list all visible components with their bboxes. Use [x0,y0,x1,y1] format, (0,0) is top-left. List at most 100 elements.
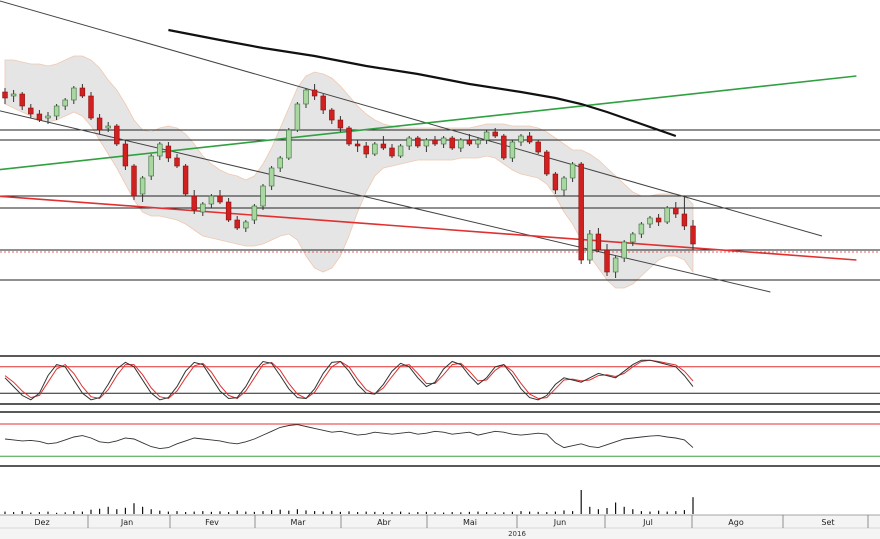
candle-body [174,157,180,167]
candle [311,84,318,100]
candle [165,142,172,162]
candle [337,116,344,132]
candle-body [148,155,154,177]
candle-body [208,195,215,205]
candle [561,176,567,196]
stochastic-panel [0,355,880,405]
candle-body [71,87,77,101]
stochastic-d-line [4,359,694,400]
candle-body [53,105,60,117]
candle [191,190,197,214]
candle [397,144,404,158]
candle [260,184,266,210]
candle-body [380,143,387,149]
candle-body [544,151,550,175]
x-tick-label: Set [821,518,834,527]
candle-body [621,241,627,259]
candle-body [501,135,507,159]
candle [612,256,619,278]
band-area [4,55,694,289]
candle-body [329,109,335,121]
candle [690,220,696,250]
candle [200,202,206,216]
candle [251,204,258,224]
candle-body [234,219,240,229]
candle [286,128,292,160]
candle-body [604,249,610,273]
year-label: 2016 [508,530,526,538]
candle-body [569,163,576,179]
momentum-panel [0,411,880,467]
candle [630,232,636,246]
candle [53,104,60,120]
candle [483,130,490,144]
candle-body [389,147,395,157]
candle [45,112,51,124]
candle-body [88,95,94,119]
candle [440,136,447,148]
candle-body [122,143,129,167]
candle [71,86,77,104]
candle-body [612,257,619,273]
candle [595,228,602,252]
candle-body [79,87,86,97]
candle-body [217,195,223,203]
candle [406,136,412,150]
candle [604,244,610,276]
candle-body [458,139,464,149]
candle-body [587,233,593,261]
candle [655,214,662,226]
candle [346,126,352,146]
momentum-line [4,424,694,450]
candle [268,166,275,190]
candle-body [157,143,163,157]
candle-body [225,201,232,221]
candle [157,142,163,160]
candle [217,190,223,204]
x-tick-label: Fev [205,518,219,527]
candle [225,198,232,222]
candle-body [268,167,275,187]
candle [62,98,68,110]
trend-line-support [0,195,857,261]
candle-body [681,213,688,227]
candle-body [492,131,498,137]
x-axis: Dez Jan Fev Mar Abr Mai Jun Jul Ago Set 2016 [0,514,880,539]
candle-body [96,117,103,131]
candle [492,128,498,138]
candle [303,88,309,108]
candle-body [595,233,602,251]
candle [294,102,301,132]
candle [19,92,25,110]
candle-body [535,141,541,153]
candle [329,108,335,124]
candle [148,154,154,180]
candle-body [139,177,146,195]
candle [587,230,593,264]
candle-body [509,141,516,159]
candle [10,90,17,102]
candle-body [10,93,17,97]
candle-body [526,135,533,143]
x-tick-label: Mar [290,518,306,527]
candle-body [475,139,481,145]
candle [458,138,464,152]
candle [423,138,430,152]
candle [380,136,387,150]
candle [673,202,679,218]
candle [638,222,645,238]
candle-body [354,143,361,147]
candle [389,144,395,158]
candle [182,164,189,196]
candle-body [466,139,473,145]
x-tick-label: Jun [553,518,567,527]
candle-body [114,125,120,145]
candle [664,206,670,224]
candle-body [647,217,653,225]
moving-average [168,28,677,138]
x-tick-label: Jul [642,518,653,527]
candle [526,132,533,144]
candle-body [165,145,172,159]
price-panel [0,0,880,293]
